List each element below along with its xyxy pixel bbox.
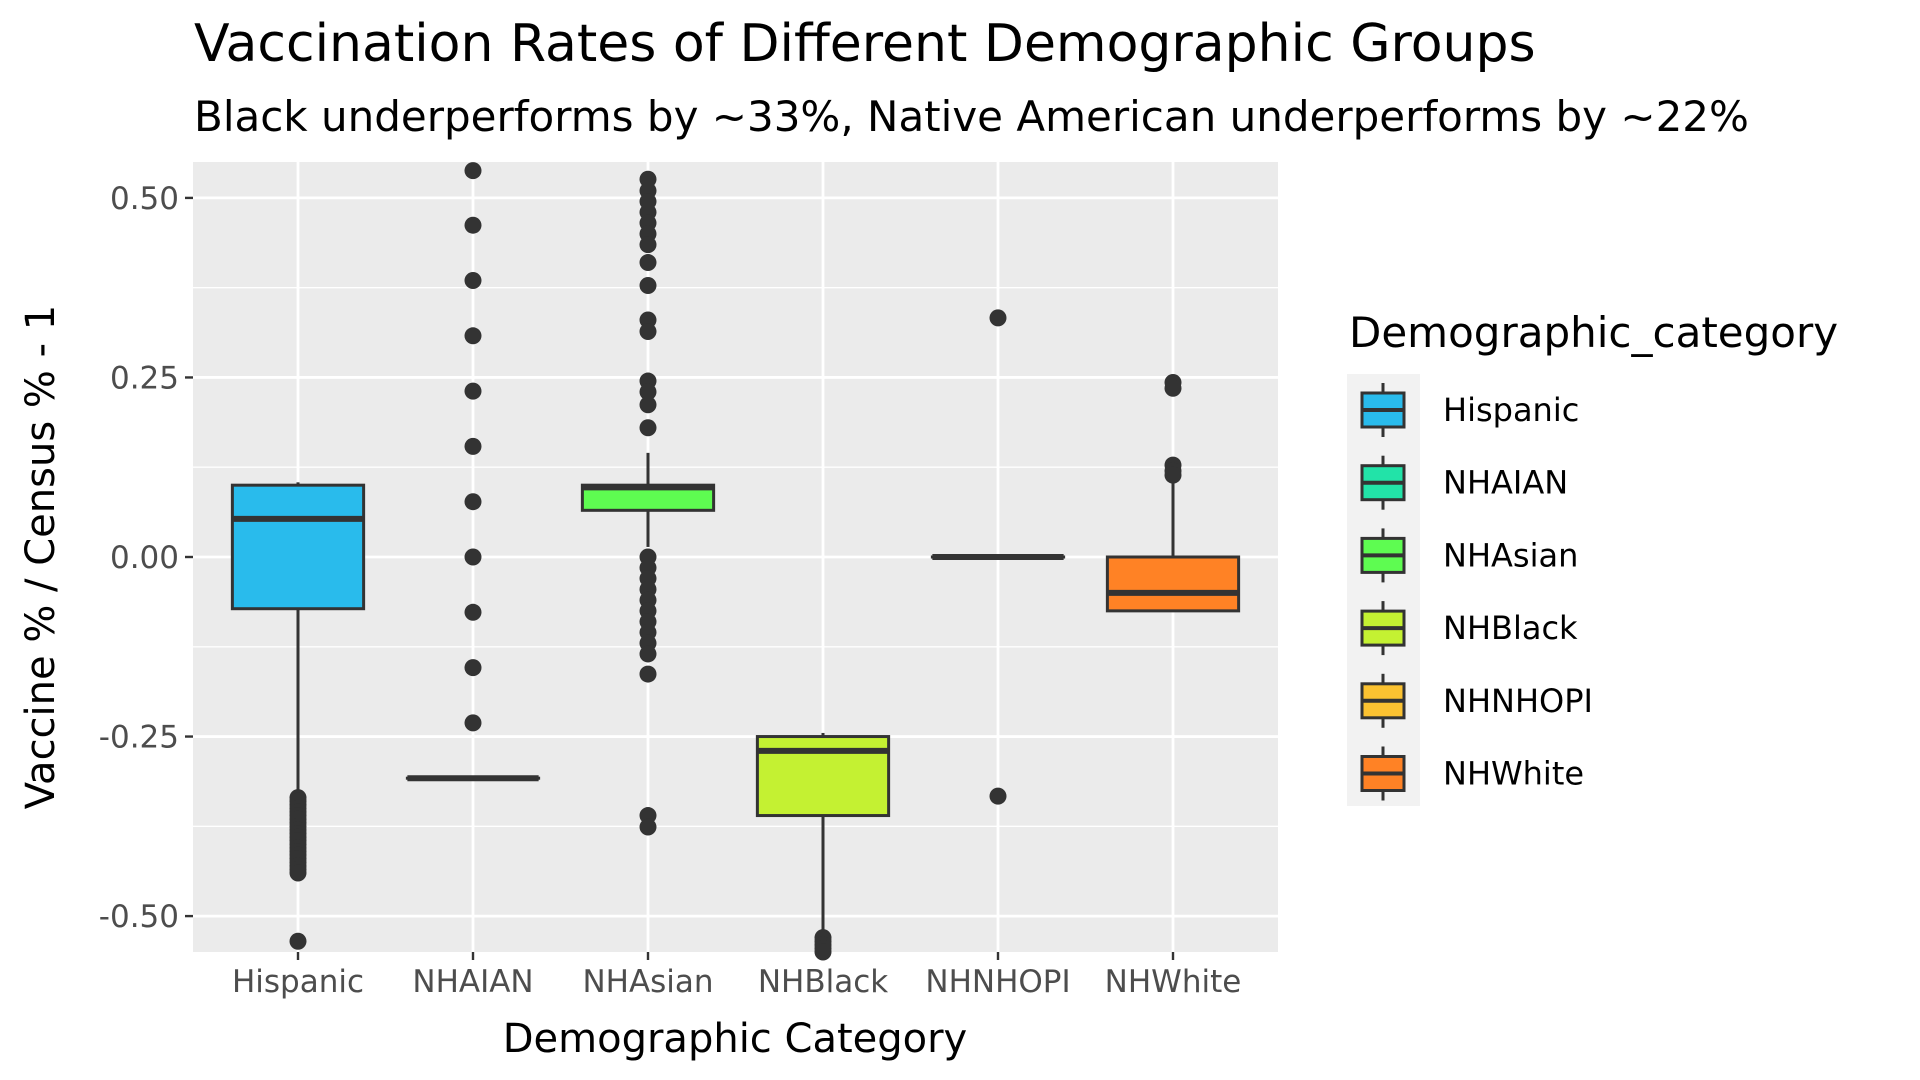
box-NHBlack bbox=[755, 732, 891, 961]
outlier-point bbox=[464, 548, 482, 566]
outlier-point bbox=[639, 645, 657, 663]
outlier-point bbox=[639, 419, 657, 437]
legend-item-NHWhite: NHWhite bbox=[1360, 746, 1584, 801]
legend-label: NHNHOPI bbox=[1443, 682, 1593, 720]
box-NHAsian bbox=[580, 170, 716, 836]
outlier-point bbox=[1164, 466, 1182, 484]
box-Hispanic bbox=[230, 482, 366, 950]
outlier-point bbox=[639, 254, 657, 272]
outlier-point bbox=[289, 864, 307, 882]
outlier-point bbox=[289, 932, 307, 950]
y-axis: 0.50 0.25 0.00 -0.25 -0.50 bbox=[99, 181, 193, 935]
outlier-point bbox=[989, 309, 1007, 327]
outlier-point bbox=[639, 322, 657, 340]
x-axis: Hispanic NHAIAN NHAsian NHBlack NHNHOPI NHWhi… bbox=[232, 952, 1241, 1000]
outlier-point bbox=[464, 437, 482, 455]
outlier-point bbox=[464, 714, 482, 732]
x-tick-label: Hispanic bbox=[232, 964, 364, 1000]
box-NHWhite bbox=[1105, 373, 1241, 613]
legend-item-Hispanic: Hispanic bbox=[1360, 383, 1579, 437]
y-tick-label: 0.50 bbox=[110, 181, 179, 217]
outlier-point bbox=[639, 236, 657, 254]
outlier-point bbox=[464, 493, 482, 511]
outlier-point bbox=[814, 943, 832, 961]
y-tick-label: 0.00 bbox=[110, 540, 179, 576]
legend-label: NHBlack bbox=[1443, 609, 1578, 647]
outlier-point bbox=[639, 396, 657, 414]
x-tick-label: NHNHOPI bbox=[925, 964, 1070, 1000]
outlier-point bbox=[464, 382, 482, 400]
legend-key-background bbox=[1347, 374, 1420, 806]
legend-label: NHWhite bbox=[1443, 755, 1584, 793]
x-tick-label: NHBlack bbox=[758, 964, 888, 1000]
legend: Demographic_category Hispanic NHAIAN NHAsi… bbox=[1347, 308, 1838, 806]
outlier-point bbox=[989, 787, 1007, 805]
legend-label: Hispanic bbox=[1443, 391, 1579, 429]
legend-item-NHAsian: NHAsian bbox=[1360, 528, 1578, 583]
legend-item-NHAIAN: NHAIAN bbox=[1360, 455, 1568, 510]
y-tick-label: -0.25 bbox=[99, 720, 179, 756]
box-NHAIAN bbox=[405, 162, 541, 782]
legend-label: NHAIAN bbox=[1443, 464, 1568, 502]
boxes-layer bbox=[230, 162, 1241, 961]
outlier-point bbox=[464, 327, 482, 345]
x-axis-title: Demographic Category bbox=[503, 1016, 967, 1062]
outlier-point bbox=[464, 162, 482, 180]
outlier-point bbox=[1164, 379, 1182, 397]
legend-item-NHNHOPI: NHNHOPI bbox=[1360, 673, 1593, 728]
y-tick-label: -0.50 bbox=[99, 899, 179, 935]
outlier-point bbox=[464, 216, 482, 234]
outlier-point bbox=[464, 603, 482, 621]
box-body bbox=[1105, 555, 1241, 613]
y-tick-label: 0.25 bbox=[110, 360, 179, 396]
legend-item-NHBlack: NHBlack bbox=[1360, 601, 1578, 656]
outlier-point bbox=[639, 277, 657, 295]
outlier-point bbox=[464, 659, 482, 677]
outlier-point bbox=[464, 272, 482, 289]
box-NHNHOPI bbox=[930, 309, 1066, 805]
y-axis-title: Vaccine % / Census % - 1 bbox=[18, 305, 64, 809]
outlier-point bbox=[639, 818, 657, 836]
x-tick-label: NHAsian bbox=[582, 964, 713, 1000]
chart-title: Vaccination Rates of Different Demograph… bbox=[194, 14, 1536, 74]
outlier-point bbox=[639, 665, 657, 683]
chart-subtitle: Black underperforms by ~33%, Native Amer… bbox=[194, 92, 1749, 141]
legend-title: Demographic_category bbox=[1349, 308, 1838, 357]
outlier-point bbox=[639, 383, 657, 401]
legend-label: NHAsian bbox=[1443, 536, 1578, 574]
x-tick-label: NHWhite bbox=[1105, 964, 1242, 1000]
x-tick-label: NHAIAN bbox=[412, 964, 533, 1000]
box-body bbox=[230, 483, 366, 611]
